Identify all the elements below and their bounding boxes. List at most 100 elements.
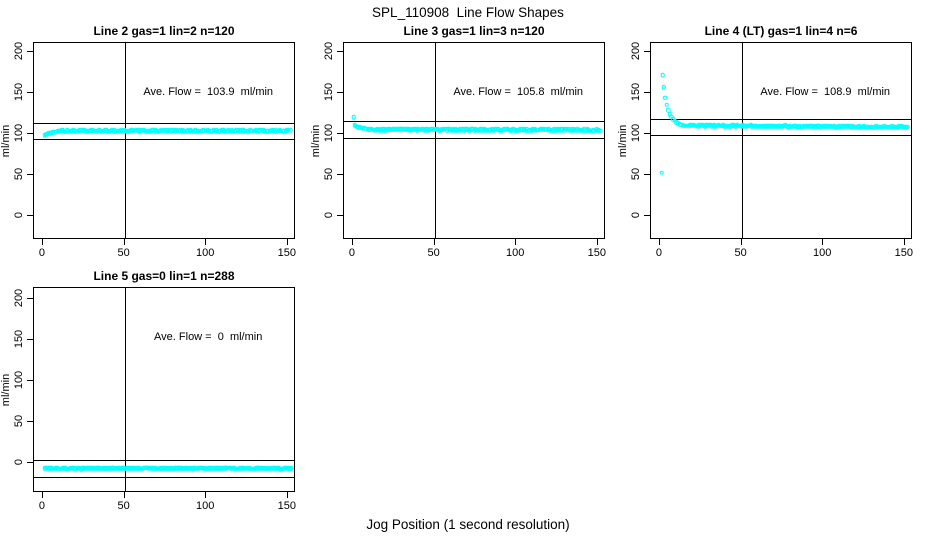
x-tick-mark [903,239,905,245]
ave-flow-annotation: Ave. Flow = 103.9 ml/min [143,86,274,98]
y-tick-label: 200 [13,288,25,308]
x-tick-label: 100 [813,247,832,259]
y-tick-mark [644,133,650,135]
data-point [905,124,910,130]
x-tick-label: 150 [277,500,297,512]
data-point [662,95,668,100]
data-point [661,85,667,90]
reference-hline [34,139,294,141]
x-tick-mark [286,492,288,498]
y-tick-mark [27,297,33,299]
y-tick-mark [27,133,33,135]
y-tick-mark [27,174,33,176]
y-tick-mark [27,215,33,217]
y-tick-mark [644,51,650,53]
x-tick-label: 100 [506,247,525,259]
x-tick-label: 0 [38,247,46,259]
y-tick-label: 150 [13,329,25,349]
x-tick-label: 0 [348,247,356,259]
y-tick-label: 100 [13,370,25,390]
page-title: SPL_110908 Line Flow Shapes [372,5,564,20]
x-tick-mark [822,239,824,245]
y-tick-mark [27,420,33,422]
plot-area: Ave. Flow = 0 ml/min [33,287,295,492]
y-tick-mark [27,51,33,53]
x-tick-label: 150 [587,247,607,259]
x-tick-label: 50 [734,247,747,259]
y-tick-label: 100 [630,123,642,143]
subplot-line-5: Line 5 gas=0 lin=1 n=288 ml/min Ave. Flo… [0,269,296,512]
x-tick-mark [41,239,43,245]
y-tick-mark [337,215,343,217]
y-axis-label: ml/min [617,124,629,157]
plot-area: Ave. Flow = 105.8 ml/min [343,42,605,239]
y-tick-label: 150 [630,82,642,102]
x-tick-mark [351,239,353,245]
y-axis-label: ml/min [0,124,12,157]
y-tick-label: 50 [323,168,335,181]
y-tick-label: 0 [13,212,25,219]
data-point [659,170,664,175]
y-tick-mark [644,215,650,217]
y-tick-mark [337,92,343,94]
x-tick-label: 100 [196,500,215,512]
data-point [660,72,665,78]
ave-flow-annotation: Ave. Flow = 105.8 ml/min [453,86,584,98]
reference-hline [34,476,294,478]
reference-vline [124,43,126,238]
x-tick-mark [123,239,125,245]
x-tick-mark [596,239,598,245]
subplot-title: Line 2 gas=1 lin=2 n=120 [93,24,235,38]
y-tick-label: 200 [323,41,335,61]
reference-hline [34,460,294,462]
subplot-line-2: Line 2 gas=1 lin=2 n=120 ml/min Ave. Flo… [0,24,296,259]
y-tick-mark [644,174,650,176]
y-axis-label: ml/min [0,373,12,406]
x-tick-mark [205,492,207,498]
x-tick-mark [286,239,288,245]
y-tick-label: 0 [323,212,335,219]
x-tick-mark [658,239,660,245]
reference-vline [124,288,126,491]
x-tick-mark [433,239,435,245]
y-tick-label: 50 [13,414,25,428]
reference-hline [344,137,604,139]
subplot-title: Line 3 gas=1 lin=3 n=120 [403,24,545,38]
data-point [289,466,294,471]
subplot-title: Line 5 gas=0 lin=1 n=288 [93,269,235,283]
x-tick-label: 50 [117,247,130,259]
x-tick-mark [740,239,742,245]
data-point [351,115,357,120]
reference-hline [651,135,911,136]
subplot-line-3: Line 3 gas=1 lin=3 n=120 ml/min Ave. Flo… [310,24,606,259]
y-tick-label: 100 [323,123,335,143]
y-tick-mark [337,174,343,176]
reference-hline [344,121,604,123]
data-point [287,127,293,133]
reference-vline [434,43,436,238]
subplot-title: Line 4 (LT) gas=1 lin=4 n=6 [704,24,858,38]
y-tick-label: 150 [13,82,25,102]
y-tick-label: 150 [323,82,335,102]
y-tick-mark [337,133,343,135]
y-tick-label: 200 [13,41,25,61]
x-axis-global-label: Jog Position (1 second resolution) [366,517,570,532]
plot-area: Ave. Flow = 103.9 ml/min [33,42,295,239]
x-tick-label: 50 [117,500,130,512]
ave-flow-annotation: Ave. Flow = 108.9 ml/min [760,86,891,98]
y-tick-label: 100 [13,123,25,143]
x-tick-label: 100 [196,247,215,259]
y-tick-label: 200 [630,41,642,61]
x-tick-mark [515,239,517,245]
ave-flow-annotation: Ave. Flow = 0 ml/min [154,331,263,343]
plot-area: Ave. Flow = 108.9 ml/min [650,42,912,239]
y-tick-mark [27,92,33,94]
x-tick-mark [205,239,207,245]
y-tick-mark [337,51,343,53]
y-axis-label: ml/min [310,124,322,157]
data-point [664,102,669,108]
y-tick-mark [27,461,33,463]
y-tick-label: 50 [13,168,25,181]
y-tick-mark [27,338,33,340]
